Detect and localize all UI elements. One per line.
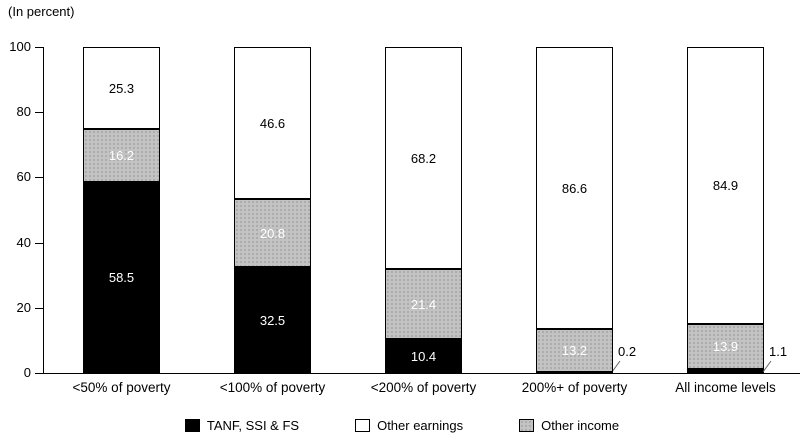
y-tick (35, 242, 43, 244)
bar-segment: 10.4 (385, 339, 462, 373)
category-label: All income levels (675, 380, 776, 395)
bar-value-label: 10.4 (410, 348, 437, 364)
category-label: <200% of poverty (370, 380, 477, 395)
bar-segment: 46.6 (234, 47, 311, 199)
category-label: 200%+ of poverty (521, 380, 628, 395)
bar-segment: 21.4 (385, 269, 462, 339)
legend-label: Other earnings (377, 418, 464, 433)
bar-segment: 20.8 (234, 199, 311, 267)
callout-line (763, 360, 772, 373)
bar-segment (687, 369, 764, 373)
y-tick-label: 0 (23, 365, 31, 380)
legend-swatch-icon (184, 419, 200, 432)
legend-label: TANF, SSI & FS (206, 418, 300, 433)
y-tick (35, 47, 43, 48)
category-label: <50% of poverty (72, 380, 171, 395)
bar-value-label: 25.3 (108, 80, 135, 96)
axis-unit-label: (In percent) (8, 4, 75, 19)
bar-segment: 68.2 (385, 47, 462, 269)
bar-segment: 84.9 (687, 47, 764, 324)
bar-value-label: 20.8 (259, 225, 286, 241)
bar-segment: 58.5 (83, 182, 160, 373)
bar-value-label: 32.5 (259, 312, 286, 328)
y-tick-label: 80 (16, 104, 31, 120)
y-tick (35, 307, 43, 309)
callout-value-label: 1.1 (769, 344, 788, 359)
bar-value-label: 21.4 (410, 296, 437, 312)
bar-segment: 86.6 (536, 47, 613, 329)
y-tick-label: 100 (9, 39, 31, 54)
bar-segment (536, 372, 613, 373)
y-tick (35, 112, 43, 114)
bar-value-label: 46.6 (259, 115, 286, 131)
bar-segment: 13.9 (687, 324, 764, 369)
legend-item: Other income (519, 418, 619, 433)
bar-segment: 16.2 (83, 129, 160, 182)
y-axis-line (43, 47, 44, 374)
legend-label: Other income (541, 418, 620, 433)
y-tick (35, 177, 43, 179)
category-label: <100% of poverty (219, 380, 326, 395)
callout-value-label: 0.2 (618, 344, 637, 359)
bar-value-label: 84.9 (712, 178, 739, 193)
legend-swatch-icon (519, 419, 535, 432)
callout-line (612, 360, 621, 373)
y-tick-label: 40 (16, 234, 31, 250)
legend-swatch-icon (355, 419, 371, 432)
bar-value-label: 58.5 (108, 270, 135, 285)
legend: TANF, SSI & FS Other earnings Other income (0, 418, 804, 433)
bar-value-label: 86.6 (561, 180, 588, 196)
bar-value-label: 16.2 (108, 148, 135, 163)
y-tick-label: 60 (16, 169, 31, 185)
bar-value-label: 13.2 (561, 343, 588, 358)
y-tick-label: 20 (16, 299, 31, 315)
bar-segment: 32.5 (234, 267, 311, 373)
bar-segment: 25.3 (83, 47, 160, 129)
legend-item: TANF, SSI & FS (184, 418, 300, 433)
bar-value-label: 68.2 (410, 150, 437, 166)
x-axis-line (43, 373, 800, 374)
bar-value-label: 13.9 (712, 339, 739, 354)
y-tick (35, 373, 43, 374)
bar-segment: 13.2 (536, 329, 613, 372)
legend-item: Other earnings (355, 418, 463, 433)
